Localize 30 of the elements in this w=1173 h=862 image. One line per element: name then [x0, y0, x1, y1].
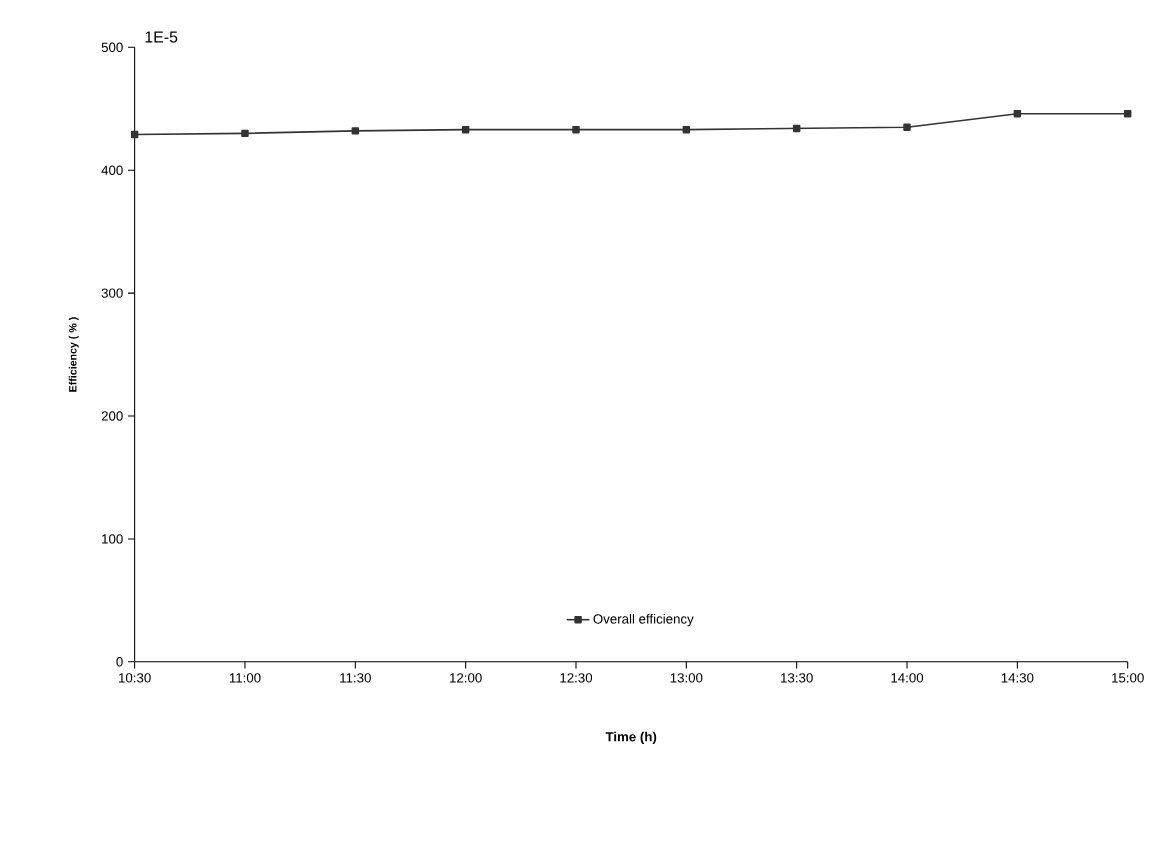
- point: [241, 129, 249, 138]
- x-tick-label: 10:30: [119, 673, 151, 683]
- x-tick-label: 13:00: [670, 673, 703, 683]
- point: [903, 123, 911, 132]
- y-tick-label: 0: [116, 657, 123, 667]
- x-tick-label: 13:30: [781, 673, 813, 683]
- point: [682, 126, 691, 134]
- x-tick-label: 15:00: [1112, 673, 1144, 683]
- y-tick-label: 400: [101, 165, 123, 176]
- y-tick-label: 300: [101, 288, 123, 298]
- x-tick-label: 11:30: [340, 673, 371, 683]
- x-tick-label: 12:00: [450, 673, 482, 683]
- y-tick-label: 200: [101, 411, 123, 421]
- y-axis-title: Efficiency ( % ): [68, 317, 79, 392]
- x-tick-label: 14:00: [891, 673, 924, 683]
- point: [792, 124, 801, 133]
- x-tick-label: 14:30: [1001, 673, 1034, 683]
- point: [461, 126, 470, 134]
- point: [130, 130, 139, 139]
- x-tick-label: 12:30: [560, 673, 593, 683]
- y-tick-label: 100: [102, 534, 123, 544]
- x-axis-title: Time (h): [605, 731, 657, 745]
- x-tick-label: 11:00: [229, 673, 261, 683]
- point: [1123, 110, 1132, 118]
- point: [1013, 110, 1022, 118]
- y-tick-label: 500: [101, 42, 123, 53]
- point: [351, 127, 360, 135]
- legend-label: Overall efficiency: [593, 614, 694, 627]
- text: 1E-5: [145, 31, 178, 43]
- point: [572, 126, 580, 134]
